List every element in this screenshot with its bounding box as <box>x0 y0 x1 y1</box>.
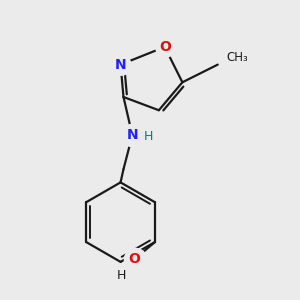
Text: O: O <box>159 40 171 54</box>
Text: N: N <box>127 128 138 142</box>
Text: H: H <box>117 269 126 282</box>
Text: N: N <box>115 58 126 72</box>
Text: H: H <box>144 130 153 143</box>
Text: O: O <box>129 252 141 266</box>
Text: CH₃: CH₃ <box>226 51 248 64</box>
